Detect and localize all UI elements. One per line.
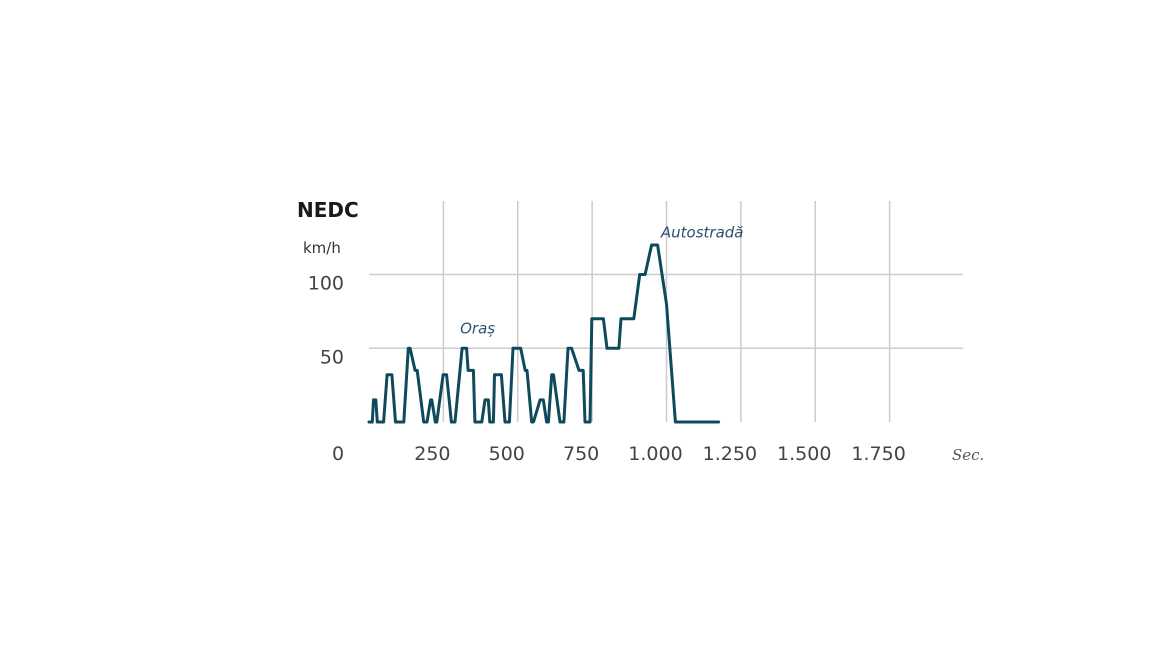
y-axis-unit-label: km/h [303, 239, 341, 257]
annotation-label: Oraș [460, 320, 495, 338]
x-tick-label: 1.500 [777, 443, 831, 465]
annotations: Oraș Autostradă [460, 224, 743, 338]
x-tick-label: 1.000 [628, 443, 682, 465]
x-tick-label: 750 [563, 443, 599, 465]
grid-lines [369, 201, 963, 422]
y-tick-label: 100 [308, 273, 344, 295]
x-tick-label: 0 [332, 443, 344, 465]
annotation-label: Autostradă [660, 224, 744, 242]
series-line [367, 243, 721, 424]
x-axis-unit-label: Sec. [952, 446, 984, 464]
x-tick-label: 500 [489, 443, 525, 465]
x-tick-label: 250 [414, 443, 450, 465]
x-tick-label: 1.750 [851, 443, 905, 465]
chart-title: NEDC [297, 198, 359, 222]
tick-labels: 0 250 500 750 1.000 1.250 1.500 1.750 50 100 [308, 273, 906, 466]
series-group [367, 243, 721, 424]
y-tick-label: 50 [320, 346, 344, 368]
x-tick-label: 1.250 [703, 443, 757, 465]
